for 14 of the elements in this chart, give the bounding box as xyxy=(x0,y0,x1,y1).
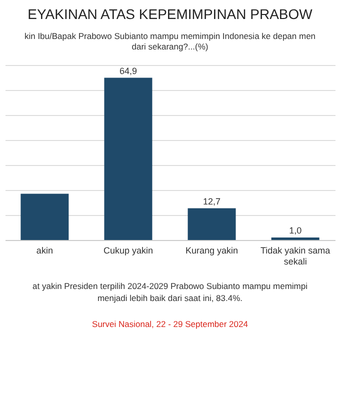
bar xyxy=(104,78,152,240)
data-label: 1,0 xyxy=(289,226,302,236)
bar xyxy=(188,208,236,240)
data-label: 64,9 xyxy=(119,66,137,76)
x-tick-label: Cukup yakin xyxy=(103,246,153,256)
chart-title: EYAKINAN ATAS KEPEMIMPINAN PRABOW xyxy=(28,6,314,22)
bar xyxy=(20,194,69,240)
data-label: 12,7 xyxy=(203,196,221,206)
x-tick-label: akin xyxy=(36,246,53,256)
x-tick-label: Kurang yakin xyxy=(186,246,238,256)
x-tick-label: Tidak yakin sama sekali xyxy=(260,246,330,266)
text: at yakin Presiden terpilih 2024-2029 Prabowo Subianto mampu memimpi menjadi lebih baik dari saat ini, 83.4%. xyxy=(32,281,308,303)
text: Survei Nasional, 22 - 29 September 2024 xyxy=(92,319,248,329)
chart-subtitle: kin Ibu/Bapak Prabowo Subianto mampu memimpin Indonesia ke depan men dari sekarang?...(%) xyxy=(24,31,316,52)
